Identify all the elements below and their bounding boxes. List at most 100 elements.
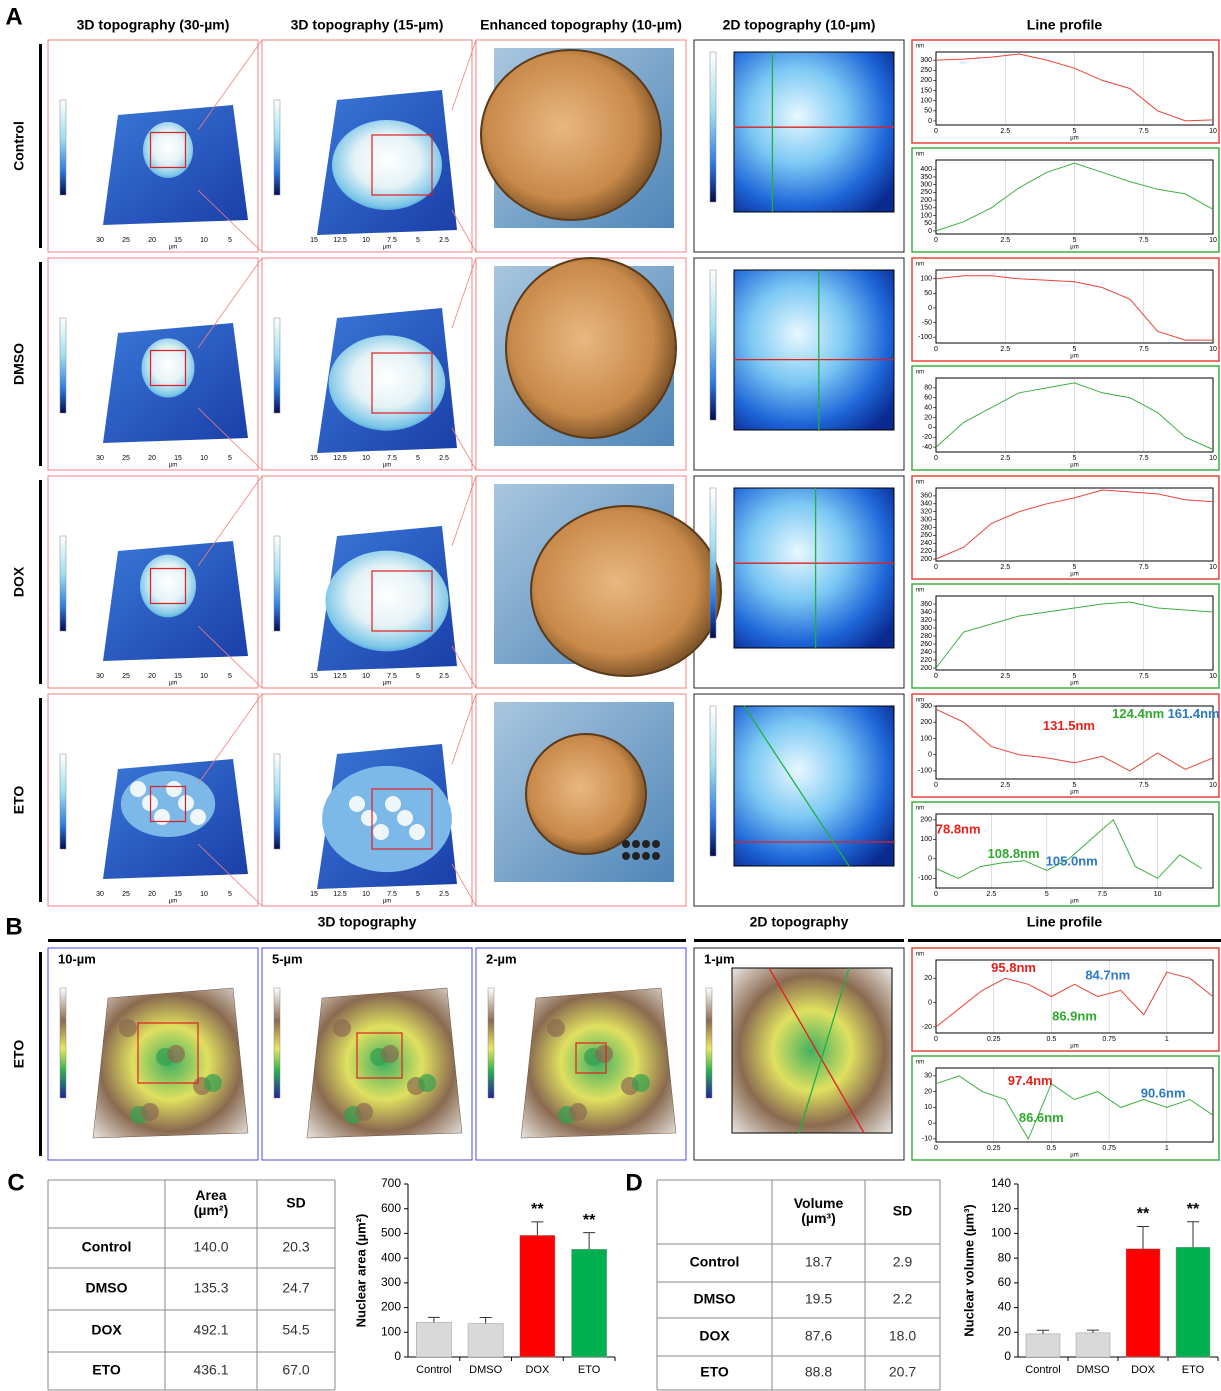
- nucleus: [506, 258, 676, 438]
- axis-tick-label: 5: [228, 455, 232, 462]
- table-cell: 18.0: [889, 1328, 916, 1344]
- significance: **: [583, 1212, 596, 1229]
- x-tick-label: 7.5: [1139, 237, 1149, 244]
- x-tick-label: 0: [934, 128, 938, 135]
- x-tick-label: 2.5: [1000, 673, 1010, 680]
- nucleus: [325, 551, 448, 652]
- colorbar: [274, 754, 280, 849]
- x-tick-label: Control: [416, 1364, 451, 1376]
- y-tick-label: 30: [924, 1073, 932, 1080]
- x-tick-label: 2.5: [1000, 564, 1010, 571]
- y-unit: nm: [916, 262, 924, 268]
- table-row-label: Control: [82, 1239, 132, 1255]
- y-tick-label: 220: [920, 657, 932, 664]
- table-cell: 88.8: [805, 1364, 832, 1380]
- colorbar: [710, 270, 716, 420]
- y-tick-label: -10: [922, 1136, 932, 1143]
- nucleus: [531, 506, 721, 676]
- y-tick-label: 360: [920, 493, 932, 500]
- annotation: 97.4nm: [1008, 1073, 1053, 1088]
- page-body: A3D topography (30-µm)3D topography (15-…: [0, 0, 1221, 1391]
- x-tick-label: 0: [934, 891, 938, 898]
- annotation: 124.4nm: [1112, 706, 1164, 721]
- colorbar: [274, 536, 280, 631]
- y-unit: nm: [916, 370, 924, 376]
- axis-tick-label: 5: [228, 673, 232, 680]
- table-cell: 492.1: [193, 1322, 228, 1338]
- y-tick-label: 340: [920, 609, 932, 616]
- x-tick-label: DMSO: [469, 1364, 502, 1376]
- y-tick-label: -20: [922, 434, 932, 441]
- y-tick-label: 50: [924, 290, 932, 297]
- bar: [520, 1235, 555, 1357]
- row-bar: [39, 952, 42, 1156]
- y-tick-label: -40: [922, 444, 932, 451]
- y-tick-label: 100: [381, 1324, 401, 1338]
- profile-frame: [912, 1056, 1219, 1160]
- row-bar: [39, 44, 42, 248]
- y-tick-label: 200: [920, 719, 932, 726]
- x-tick-label: 5: [1073, 128, 1077, 135]
- axis-tick-label: 30: [96, 673, 104, 680]
- y-tick-label: 320: [920, 509, 932, 516]
- x-tick-label: 2.5: [1000, 782, 1010, 789]
- pore: [622, 852, 630, 860]
- error-bar: [1037, 1330, 1049, 1334]
- table-header: SD: [893, 1203, 912, 1219]
- scale-label: 1-µm: [704, 951, 735, 966]
- nucleus: [329, 335, 446, 430]
- axis-tick-label: 5: [416, 237, 420, 244]
- axis-tick-label: 20: [148, 455, 156, 462]
- y-unit: nm: [916, 480, 924, 486]
- x-unit: µm: [1070, 790, 1078, 796]
- y-tick-label: -20: [922, 1024, 932, 1031]
- terrain-patch: [418, 1074, 436, 1092]
- nucleus-patch: [409, 824, 425, 840]
- error-bar: [1087, 1330, 1099, 1333]
- row-bar: [39, 698, 42, 902]
- axis-tick-label: 12.5: [333, 455, 347, 462]
- x-tick-label: 0: [934, 346, 938, 353]
- y-tick-label: 0: [928, 228, 932, 235]
- profile-frame: [912, 258, 1219, 361]
- table-cell: 67.0: [282, 1362, 309, 1378]
- axis-unit: µm: [383, 245, 391, 251]
- axis-tick-label: 15: [174, 891, 182, 898]
- colorbar: [60, 100, 66, 195]
- axis-tick-label: 5: [228, 891, 232, 898]
- y-tick-label: 120: [991, 1201, 1011, 1215]
- terrain-patch: [381, 1045, 399, 1063]
- axis-tick-label: 7.5: [387, 891, 397, 898]
- x-unit: µm: [1070, 463, 1078, 469]
- table-header: (µm³): [801, 1210, 836, 1226]
- header-rule: [694, 939, 904, 942]
- y-tick-label: 50: [924, 108, 932, 115]
- annotation: 84.7nm: [1085, 967, 1130, 982]
- colorbar: [60, 318, 66, 413]
- axis-tick-label: 10: [200, 237, 208, 244]
- axis-tick-label: 15: [310, 237, 318, 244]
- axis-tick-label: 25: [122, 673, 130, 680]
- axis-tick-label: 5: [416, 673, 420, 680]
- axis-unit: µm: [169, 245, 177, 251]
- axis-unit: µm: [383, 463, 391, 469]
- annotation: 78.8nm: [936, 822, 981, 837]
- y-tick-label: 400: [920, 166, 932, 173]
- x-tick-label: 0.5: [1047, 1145, 1057, 1152]
- x-tick-label: 7.5: [1139, 455, 1149, 462]
- x-tick-label: 0.75: [1102, 1145, 1116, 1152]
- terrain-patch: [333, 1019, 351, 1037]
- axis-tick-label: 15: [174, 237, 182, 244]
- nucleus-patch: [385, 796, 401, 812]
- y-tick-label: 200: [920, 817, 932, 824]
- terrain-patch: [547, 1019, 565, 1037]
- table-cell: 18.7: [805, 1254, 832, 1270]
- table-row-label: DMSO: [86, 1280, 128, 1296]
- table-cell: 24.7: [282, 1280, 309, 1296]
- table-row-label: Control: [690, 1254, 740, 1270]
- y-tick-label: 320: [920, 617, 932, 624]
- axis-tick-label: 10: [362, 891, 370, 898]
- y-tick-label: 150: [920, 205, 932, 212]
- x-tick-label: Control: [1025, 1364, 1060, 1376]
- x-tick-label: 7.5: [1097, 891, 1107, 898]
